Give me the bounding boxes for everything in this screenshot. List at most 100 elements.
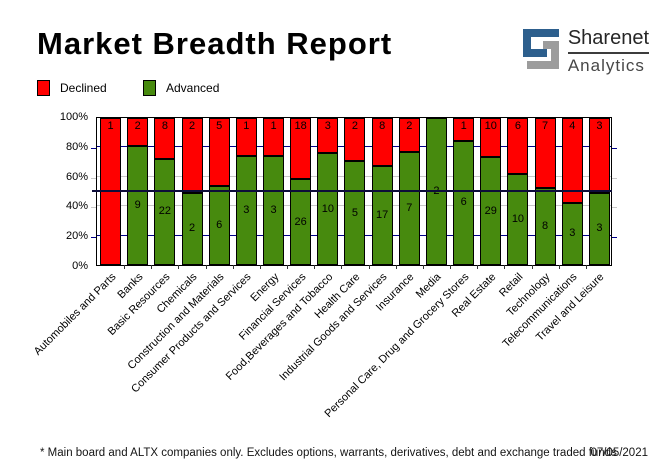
advanced-segment: 17 [372,165,392,264]
y-axis-label-40: 40% [65,200,88,212]
x-tick-mark [151,265,153,269]
declined-segment: 1 [264,119,284,156]
declined-segment: 3 [318,119,338,153]
advanced-value-label: 3 [596,222,603,235]
x-tick-mark [178,265,180,269]
declined-segment: 8 [372,119,392,166]
y-tick-mark [91,147,96,149]
legend-label-declined: Declined [60,81,107,95]
legend-label-advanced: Advanced [166,81,220,95]
bar-retail: 6 10 [507,118,529,265]
declined-segment: 2 [345,119,365,161]
advanced-segment: 3 [264,155,284,264]
x-tick-mark [205,265,207,269]
advanced-segment: 29 [481,156,501,264]
declined-value-label: 8 [379,120,386,132]
logo-text: Sharenet Analytics [567,27,649,75]
advanced-value-label: 6 [460,196,467,209]
declined-value-label: 1 [243,120,250,132]
y-tick-mark [612,147,617,149]
declined-value-label: 8 [161,120,168,132]
advanced-segment: 3 [236,155,256,264]
bar-slot: 8 22 [151,118,178,265]
sharenet-logo: Sharenet Analytics [521,27,649,75]
bar-slot: 1 [97,118,124,265]
x-tick-mark [585,265,587,269]
logo-subtitle: Analytics [567,56,645,75]
advanced-segment: 9 [128,145,148,264]
x-tick-mark [314,265,316,269]
logo-icon-bottom [526,41,559,69]
declined-value-label: 6 [514,120,521,132]
x-tick-mark [531,265,533,269]
declined-value-label: 10 [484,120,497,132]
declined-segment: 2 [128,119,148,146]
declined-value-label: 3 [324,120,331,132]
advanced-segment: 22 [155,157,175,264]
advanced-segment: 6 [454,139,474,264]
bar-automobiles-and-parts: 1 [100,118,122,265]
sharenet-s-maze-icon [522,29,559,69]
declined-value-label: 1 [460,120,467,132]
footnote: * Main board and ALTX companies only. Ex… [40,447,617,459]
y-axis-label-60: 60% [65,171,88,183]
declined-value-label: 2 [351,120,359,132]
x-tick-mark [368,265,370,269]
declined-segment: 5 [209,119,229,185]
y-tick-mark [612,207,617,209]
advanced-segment: 8 [535,186,555,264]
y-axis-label-80: 80% [65,141,88,153]
fifty-percent-reference-line [92,189,612,192]
x-tick-mark [395,265,397,269]
stacked-bar-plot-area: 1298222256131318263102581727216102961078… [91,117,617,269]
y-tick-mark [91,177,96,179]
x-tick-mark [341,265,343,269]
advanced-segment: 10 [508,173,528,264]
declined-value-label: 3 [596,120,603,132]
advanced-value-label: 10 [321,202,334,215]
advanced-segment: 2 [426,119,446,264]
advanced-segment: 7 [399,151,419,264]
bar-slot: 2 [423,118,450,265]
bar-basic-resources: 8 22 [154,118,176,265]
x-tick-mark [504,265,506,269]
declined-segment: 1 [236,119,256,156]
x-tick-mark [558,265,560,269]
advanced-value-label: 6 [216,218,223,231]
bar-slot: 18 26 [287,118,314,265]
bar-slot: 8 17 [369,118,396,265]
declined-value-label: 2 [134,120,141,132]
declined-color-swatch [37,80,50,96]
logo-icon-top [522,29,559,57]
declined-segment: 1 [454,119,474,140]
x-tick-mark [477,265,479,269]
x-tick-mark [450,265,452,269]
declined-segment: 6 [508,119,528,174]
declined-segment: 7 [535,119,555,187]
advanced-value-label: 8 [542,219,549,232]
y-tick-mark [612,177,617,179]
advanced-value-label: 2 [433,186,439,197]
y-tick-mark [91,237,96,239]
declined-segment: 2 [399,119,419,152]
y-axis-label-20: 20% [65,230,88,242]
advanced-value-label: 9 [134,199,141,212]
declined-value-label: 1 [270,120,277,132]
advanced-value-label: 5 [351,206,359,219]
